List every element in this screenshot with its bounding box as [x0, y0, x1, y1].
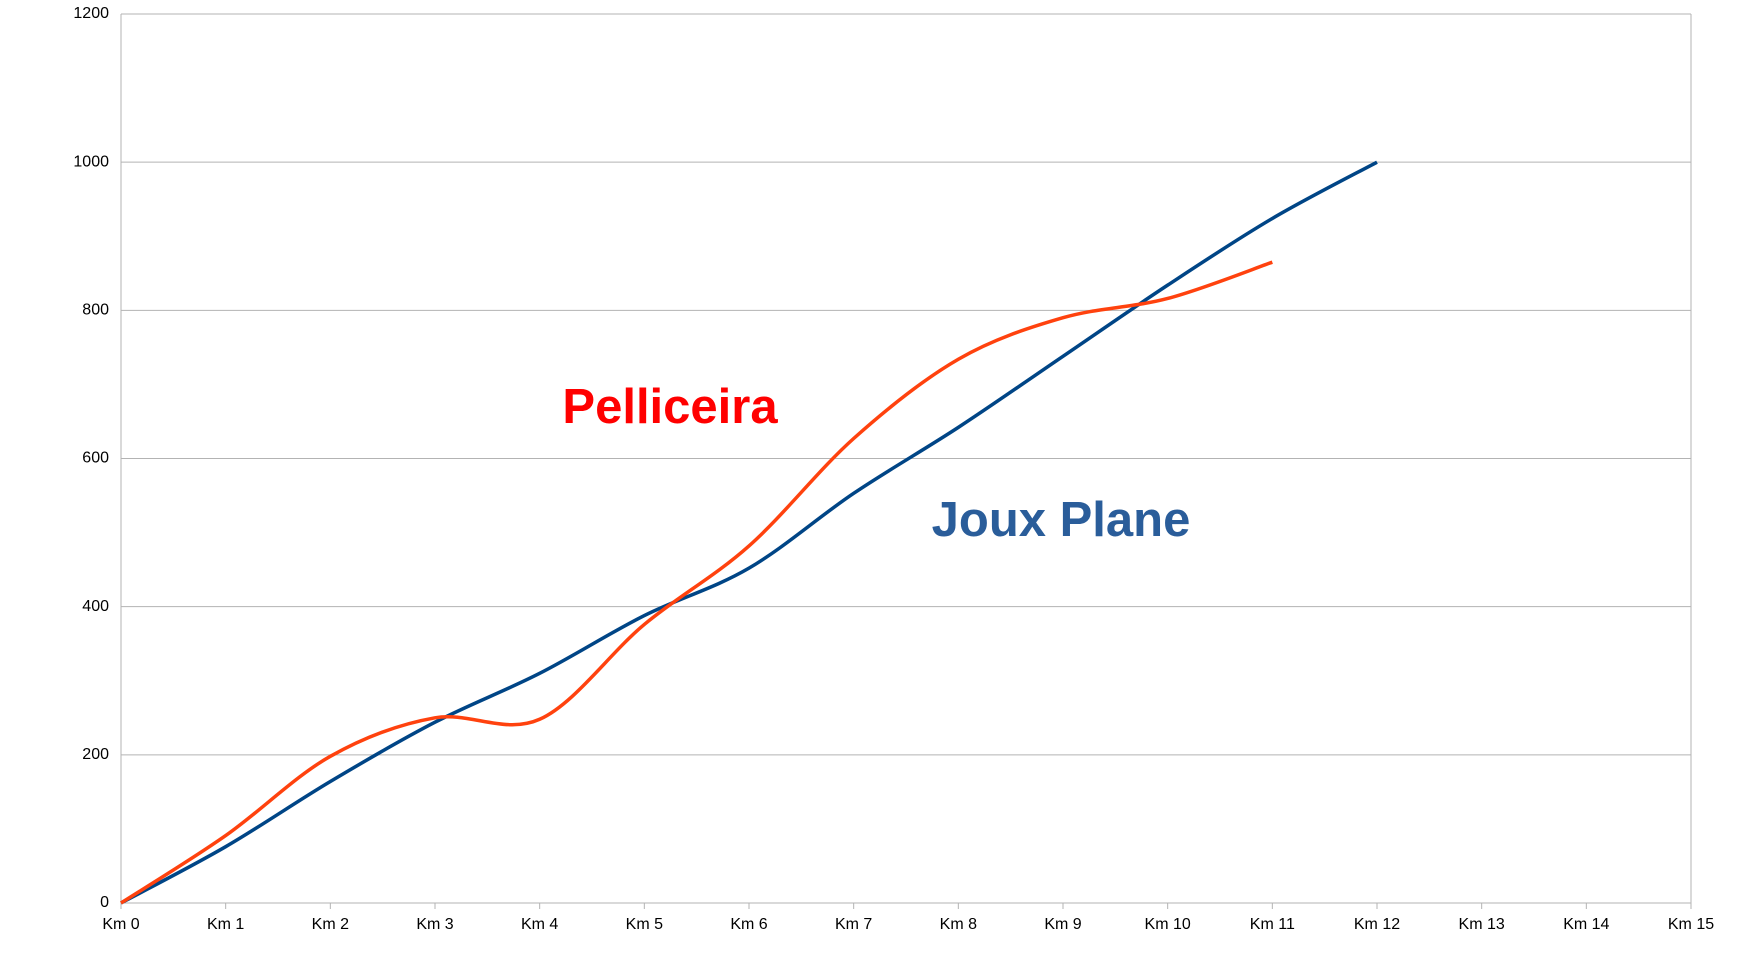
- y-tick-label: 1200: [73, 5, 109, 22]
- x-tick-label: Km 8: [940, 916, 977, 933]
- x-tick-label: Km 9: [1044, 916, 1081, 933]
- x-tick-label: Km 6: [730, 916, 767, 933]
- series-line: [120, 160, 1378, 905]
- x-tick-label: Km 0: [102, 916, 139, 933]
- x-tick-label: Km 14: [1563, 916, 1609, 933]
- x-tick-label: Km 5: [626, 916, 663, 933]
- x-tick-label: Km 11: [1250, 916, 1295, 933]
- x-tick-label: Km 7: [835, 916, 872, 933]
- x-tick-label: Km 13: [1459, 916, 1505, 933]
- series-label: Joux Plane: [932, 493, 1191, 547]
- x-tick-label: Km 3: [416, 916, 453, 933]
- y-tick-label: 0: [100, 894, 109, 911]
- y-tick-label: 800: [82, 302, 109, 319]
- series-label: Pelliceira: [562, 380, 778, 434]
- y-tick-label: 600: [82, 450, 109, 467]
- y-tick-label: 1000: [73, 153, 109, 170]
- y-tick-label: 400: [82, 598, 109, 615]
- x-tick-label: Km 2: [312, 916, 349, 933]
- x-tick-label: Km 1: [207, 916, 244, 933]
- x-tick-label: Km 4: [521, 916, 558, 933]
- series-line: [120, 260, 1273, 905]
- x-tick-label: Km 15: [1668, 916, 1714, 933]
- x-tick-label: Km 12: [1354, 916, 1400, 933]
- y-tick-label: 200: [82, 746, 109, 763]
- x-tick-label: Km 10: [1145, 916, 1191, 933]
